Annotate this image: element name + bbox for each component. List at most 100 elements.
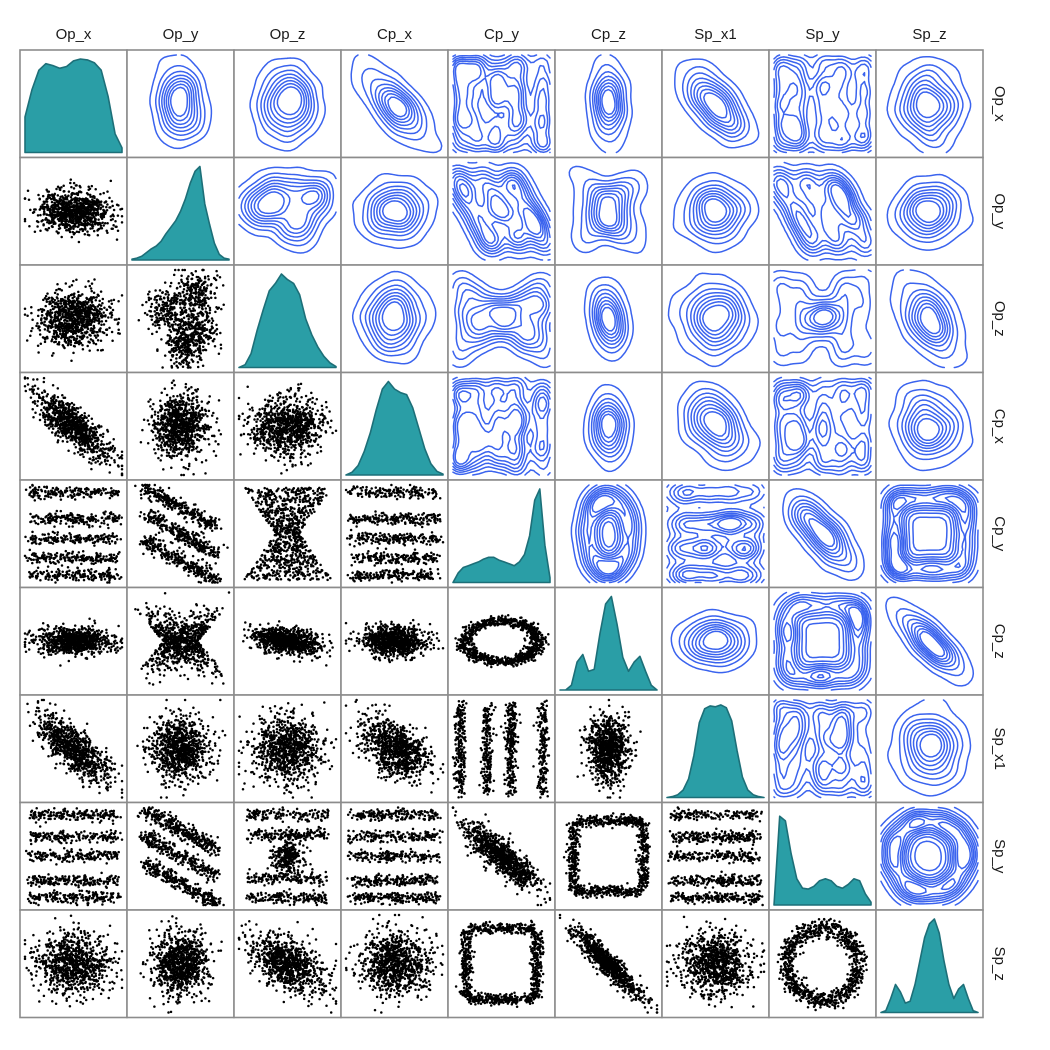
- scatter-point: [170, 331, 173, 334]
- scatter-point: [89, 196, 92, 199]
- scatter-point: [207, 278, 210, 281]
- scatter-point: [93, 321, 96, 324]
- scatter-point: [173, 446, 176, 449]
- scatter-point: [179, 307, 182, 310]
- scatter-point: [76, 335, 79, 338]
- scatter-point: [92, 328, 95, 331]
- scatter-point: [196, 401, 199, 404]
- scatter-point: [99, 227, 102, 230]
- scatter-point: [179, 299, 182, 302]
- scatter-point: [97, 305, 100, 308]
- panel-frame: [341, 50, 448, 158]
- scatter-point: [184, 424, 187, 427]
- scatter-point: [61, 195, 64, 198]
- scatter-point: [52, 297, 55, 300]
- scatter-point: [41, 314, 44, 317]
- scatter-point: [186, 315, 189, 318]
- scatter-point: [87, 322, 90, 325]
- scatter-point: [97, 460, 100, 463]
- scatter-point: [185, 383, 188, 386]
- scatter-point: [26, 314, 29, 317]
- scatter-point: [196, 327, 199, 330]
- scatter-point: [44, 400, 47, 403]
- scatter-point: [182, 403, 185, 406]
- scatter-point: [140, 441, 143, 444]
- scatter-point: [78, 241, 81, 244]
- scatter-point: [183, 317, 186, 320]
- scatter-point: [61, 394, 64, 397]
- scatter-point: [181, 320, 184, 323]
- scatter-point: [271, 400, 274, 403]
- scatter-point: [50, 206, 53, 209]
- scatter-point: [46, 326, 49, 329]
- scatter-point: [56, 293, 59, 296]
- scatter-point: [44, 324, 47, 327]
- scatter-point: [47, 310, 50, 313]
- scatter-point: [173, 341, 176, 344]
- scatter-point: [181, 422, 184, 425]
- scatter-point: [72, 301, 75, 304]
- scatter-point: [322, 424, 325, 427]
- scatter-point: [211, 322, 214, 325]
- scatter-point: [89, 457, 92, 460]
- scatter-point: [67, 303, 70, 306]
- scatter-point: [73, 232, 76, 235]
- scatter-point: [59, 409, 62, 412]
- scatter-point: [39, 333, 42, 336]
- scatter-point: [44, 421, 47, 424]
- scatter-point: [79, 336, 82, 339]
- scatter-point: [103, 452, 106, 455]
- scatter-point: [59, 425, 62, 428]
- scatter-point: [201, 308, 204, 311]
- scatter-point: [153, 310, 156, 313]
- scatter-point: [173, 412, 176, 415]
- scatter-point: [179, 314, 182, 317]
- scatter-point: [71, 211, 74, 214]
- scatter-point: [38, 325, 41, 328]
- scatter-point: [57, 194, 60, 197]
- scatter-point: [52, 384, 55, 387]
- scatter-point: [168, 413, 171, 416]
- scatter-point: [46, 301, 49, 304]
- scatter-point: [98, 320, 101, 323]
- scatter-point: [99, 463, 102, 466]
- scatter-point: [58, 311, 61, 314]
- scatter-point: [286, 389, 289, 392]
- scatter-point: [179, 407, 182, 410]
- scatter-point: [82, 456, 85, 459]
- scatter-point: [145, 301, 148, 304]
- scatter-point: [82, 324, 85, 327]
- scatter-point: [154, 321, 157, 324]
- scatter-point: [60, 411, 63, 414]
- scatter-point: [218, 429, 221, 432]
- scatter-point: [191, 327, 194, 330]
- scatter-point: [70, 178, 73, 181]
- scatter-point: [199, 286, 202, 289]
- scatter-point: [201, 409, 204, 412]
- scatter-point: [73, 443, 76, 446]
- scatter-point: [75, 222, 78, 225]
- scatter-point: [39, 413, 42, 416]
- scatter-point: [50, 400, 53, 403]
- scatter-point: [52, 427, 55, 430]
- scatter-point: [26, 339, 29, 342]
- scatter-point: [65, 309, 68, 312]
- scatter-point: [199, 335, 202, 338]
- scatter-point: [202, 425, 205, 428]
- scatter-point: [81, 344, 84, 347]
- scatter-point: [77, 341, 80, 344]
- scatter-point: [75, 437, 78, 440]
- scatter-point: [222, 284, 225, 287]
- scatter-point: [58, 225, 61, 228]
- scatter-point: [156, 317, 159, 320]
- scatter-point: [89, 217, 92, 220]
- panel-Op_z-Op_y: [127, 265, 234, 373]
- scatter-point: [68, 224, 71, 227]
- scatter-point: [106, 334, 109, 337]
- scatter-point: [77, 310, 80, 313]
- scatter-point: [36, 405, 39, 408]
- scatter-point: [71, 217, 74, 220]
- scatter-point: [207, 321, 210, 324]
- scatter-point: [197, 301, 200, 304]
- scatter-point: [58, 218, 61, 221]
